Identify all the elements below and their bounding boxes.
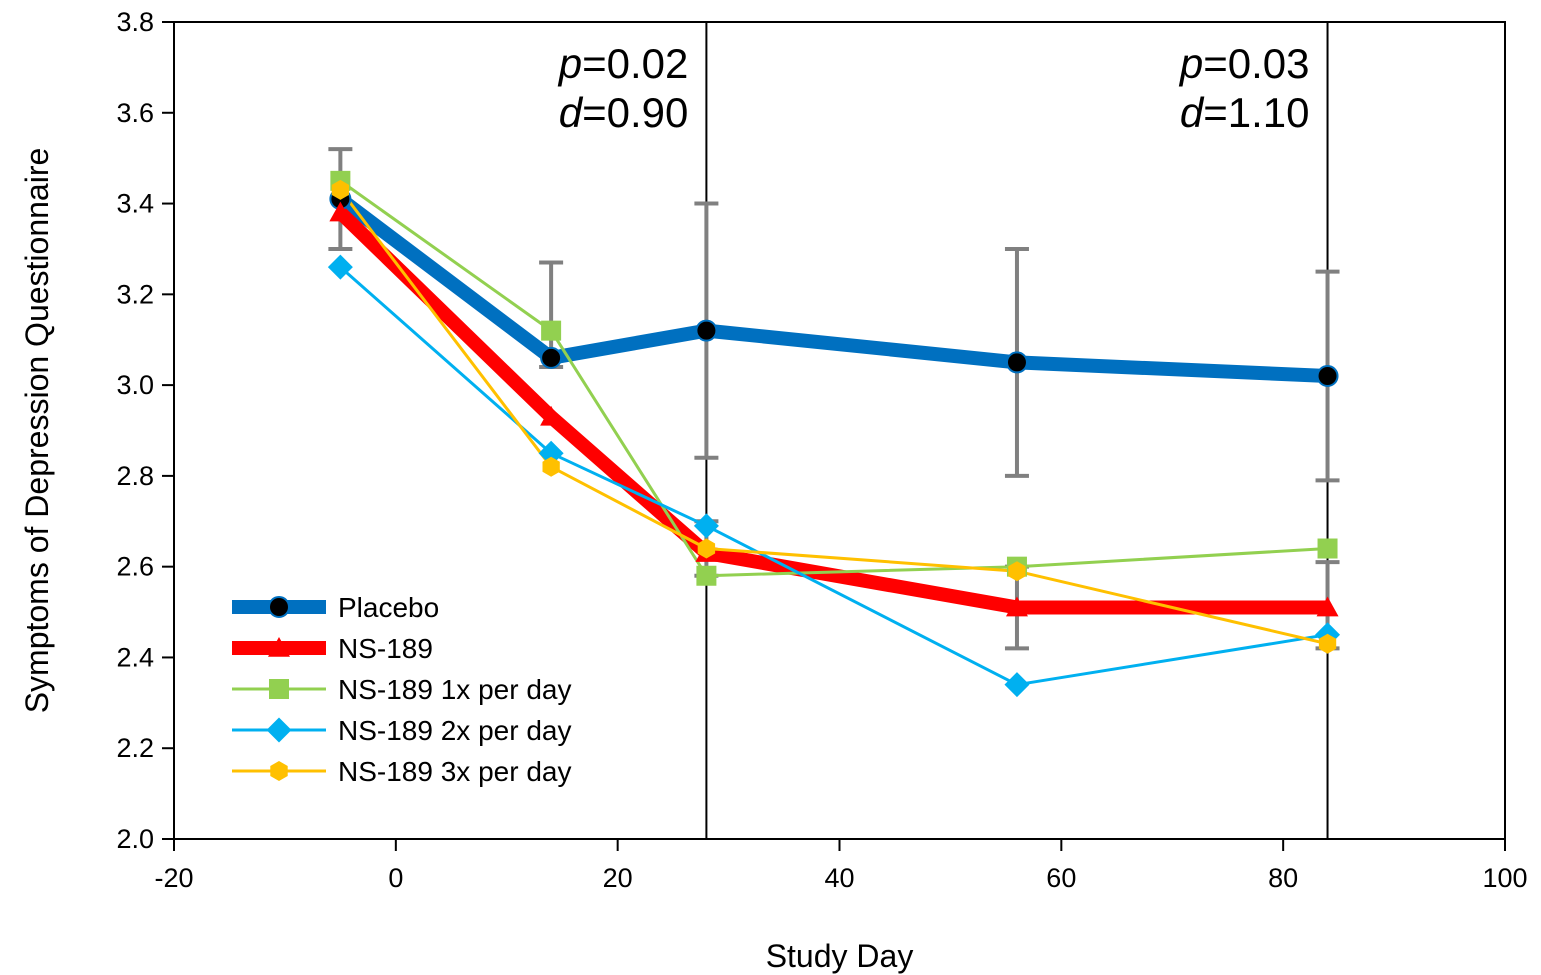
x-tick-label: 80 (1268, 863, 1298, 893)
data-point (697, 538, 716, 559)
legend-item: NS-189 2x per day (232, 715, 571, 746)
data-point (541, 320, 562, 341)
data-point (540, 346, 563, 369)
data-point (1008, 561, 1026, 582)
data-point (696, 565, 717, 586)
data-point (540, 405, 563, 426)
data-point (268, 637, 290, 657)
data-point (1005, 351, 1028, 374)
series-markers-3 (327, 254, 1341, 698)
y-tick-label: 3.8 (116, 7, 154, 37)
p-value-annotation: p=0.02 (557, 40, 689, 87)
legend-label: NS-189 3x per day (338, 756, 571, 787)
legend-item: Placebo (232, 592, 439, 623)
legend-item: NS-189 (232, 633, 433, 664)
series-markers-4 (331, 179, 1337, 654)
y-tick-label: 3.6 (116, 98, 154, 128)
y-axis-title: Symptoms of Depression Questionnaire (19, 148, 55, 714)
legend-item: NS-189 3x per day (232, 756, 571, 787)
data-point (269, 679, 289, 699)
p-symbol: p (557, 40, 582, 87)
y-tick-label: 2.4 (116, 642, 154, 672)
y-tick-label: 2.2 (116, 733, 154, 763)
series-markers-2 (330, 170, 1338, 586)
legend: Placebo NS-189 NS-189 1x per day NS-189 2x … (232, 592, 571, 787)
x-tick-label: 0 (388, 863, 403, 893)
legend-label: NS-189 (338, 633, 433, 664)
p-value-annotation: p=0.03 (1178, 40, 1310, 87)
series-line-1 (335, 207, 1328, 615)
x-tick-label: 60 (1046, 863, 1076, 893)
p-symbol: p (1178, 40, 1203, 87)
d-value-annotation: d=1.10 (1180, 89, 1310, 136)
data-point (538, 440, 564, 466)
p-value: =0.03 (1203, 40, 1309, 87)
data-point (693, 513, 719, 539)
y-tick-label: 2.0 (116, 824, 154, 854)
x-tick-label: 100 (1482, 863, 1527, 893)
x-tick-label: -20 (154, 863, 193, 893)
legend-label: NS-189 2x per day (338, 715, 571, 746)
annotations: p=0.02d=0.90p=0.03d=1.10 (557, 40, 1310, 136)
y-tick-label: 3.4 (116, 189, 154, 219)
y-tick-label: 2.8 (116, 461, 154, 491)
series-line-2 (339, 179, 1328, 578)
data-point (266, 717, 292, 743)
d-value-annotation: d=0.90 (559, 89, 689, 136)
data-point (268, 596, 290, 618)
data-point (327, 254, 353, 280)
x-axis-title: Study Day (766, 938, 914, 974)
data-point (1004, 672, 1030, 698)
data-point (695, 319, 718, 342)
data-point (1316, 596, 1339, 617)
x-tick-label: 40 (824, 863, 854, 893)
data-point (331, 179, 349, 200)
data-point (1316, 365, 1339, 388)
x-tick-label: 20 (603, 863, 633, 893)
data-point (542, 456, 560, 477)
axes: 2.0 2.2 2.4 2.6 2.8 3.0 3.2 3.4 3.6 3.8 -20 0 20 40 60… (116, 7, 1527, 893)
series-lines (335, 179, 1328, 687)
legend-item: NS-189 1x per day (232, 674, 571, 705)
series-line-3 (339, 265, 1328, 687)
data-point (329, 201, 352, 222)
data-point (1005, 596, 1028, 617)
d-symbol: d (559, 89, 584, 136)
legend-label: NS-189 1x per day (338, 674, 571, 705)
d-value: =1.10 (1203, 89, 1309, 136)
series-markers (327, 170, 1341, 698)
y-tick-label: 2.6 (116, 552, 154, 582)
d-value: =0.90 (582, 89, 688, 136)
y-tick-label: 3.2 (116, 279, 154, 309)
data-point (1318, 633, 1337, 654)
data-point (1317, 538, 1338, 559)
legend-label: Placebo (338, 592, 439, 623)
data-point (270, 761, 288, 781)
series-markers-1 (329, 201, 1339, 617)
p-value: =0.02 (582, 40, 688, 87)
d-symbol: d (1180, 89, 1205, 136)
y-tick-label: 3.0 (116, 370, 154, 400)
